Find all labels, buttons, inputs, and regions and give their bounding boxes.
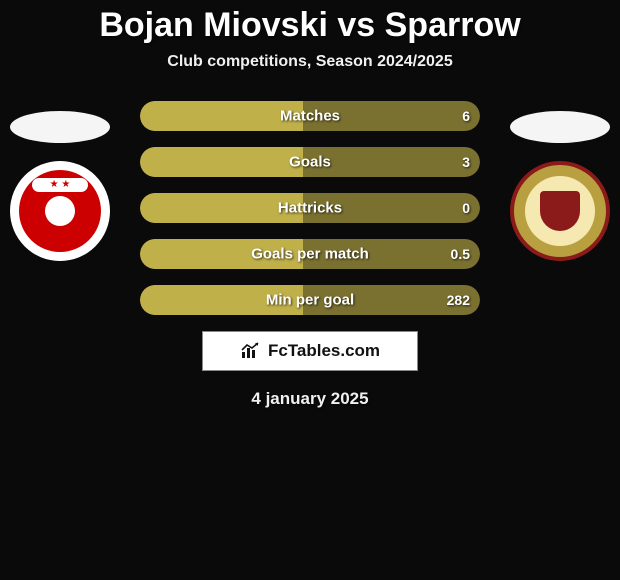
stat-value-right: 0.5 — [451, 246, 470, 262]
stat-row: Goals 3 — [140, 147, 480, 177]
stat-row: Hattricks 0 — [140, 193, 480, 223]
badge-ball-icon — [45, 196, 75, 226]
stat-value-right: 6 — [462, 108, 470, 124]
stat-row: Min per goal 282 — [140, 285, 480, 315]
page-subtitle: Club competitions, Season 2024/2025 — [0, 53, 620, 71]
stat-label: Hattricks — [278, 200, 342, 217]
player-photo-left-placeholder — [10, 111, 110, 143]
chart-icon — [240, 342, 262, 360]
stat-fill-left — [140, 101, 303, 131]
footer-date: 4 january 2025 — [0, 389, 620, 409]
comparison-area: ★ ★ Matches 6 Goals 3 Hattricks 0 Goals per ma… — [0, 101, 620, 315]
badge-stars-icon: ★ ★ — [32, 178, 88, 192]
stat-value-right: 282 — [447, 292, 470, 308]
stat-label: Matches — [280, 108, 340, 125]
player-photo-right-placeholder — [510, 111, 610, 143]
stat-fill-left — [140, 147, 303, 177]
brand-logo: FcTables.com — [202, 331, 418, 371]
stat-label: Goals — [289, 154, 331, 171]
stat-bars: Matches 6 Goals 3 Hattricks 0 Goals per match 0… — [140, 101, 480, 315]
stat-label: Min per goal — [266, 292, 354, 309]
stat-value-right: 3 — [462, 154, 470, 170]
club-badge-right — [510, 161, 610, 261]
page-title: Bojan Miovski vs Sparrow — [0, 0, 620, 45]
stat-value-right: 0 — [462, 200, 470, 216]
stat-label: Goals per match — [251, 246, 369, 263]
stat-row: Goals per match 0.5 — [140, 239, 480, 269]
brand-text: FcTables.com — [268, 341, 380, 361]
club-badge-left: ★ ★ — [10, 161, 110, 261]
stat-row: Matches 6 — [140, 101, 480, 131]
badge-crest-icon — [540, 191, 580, 231]
